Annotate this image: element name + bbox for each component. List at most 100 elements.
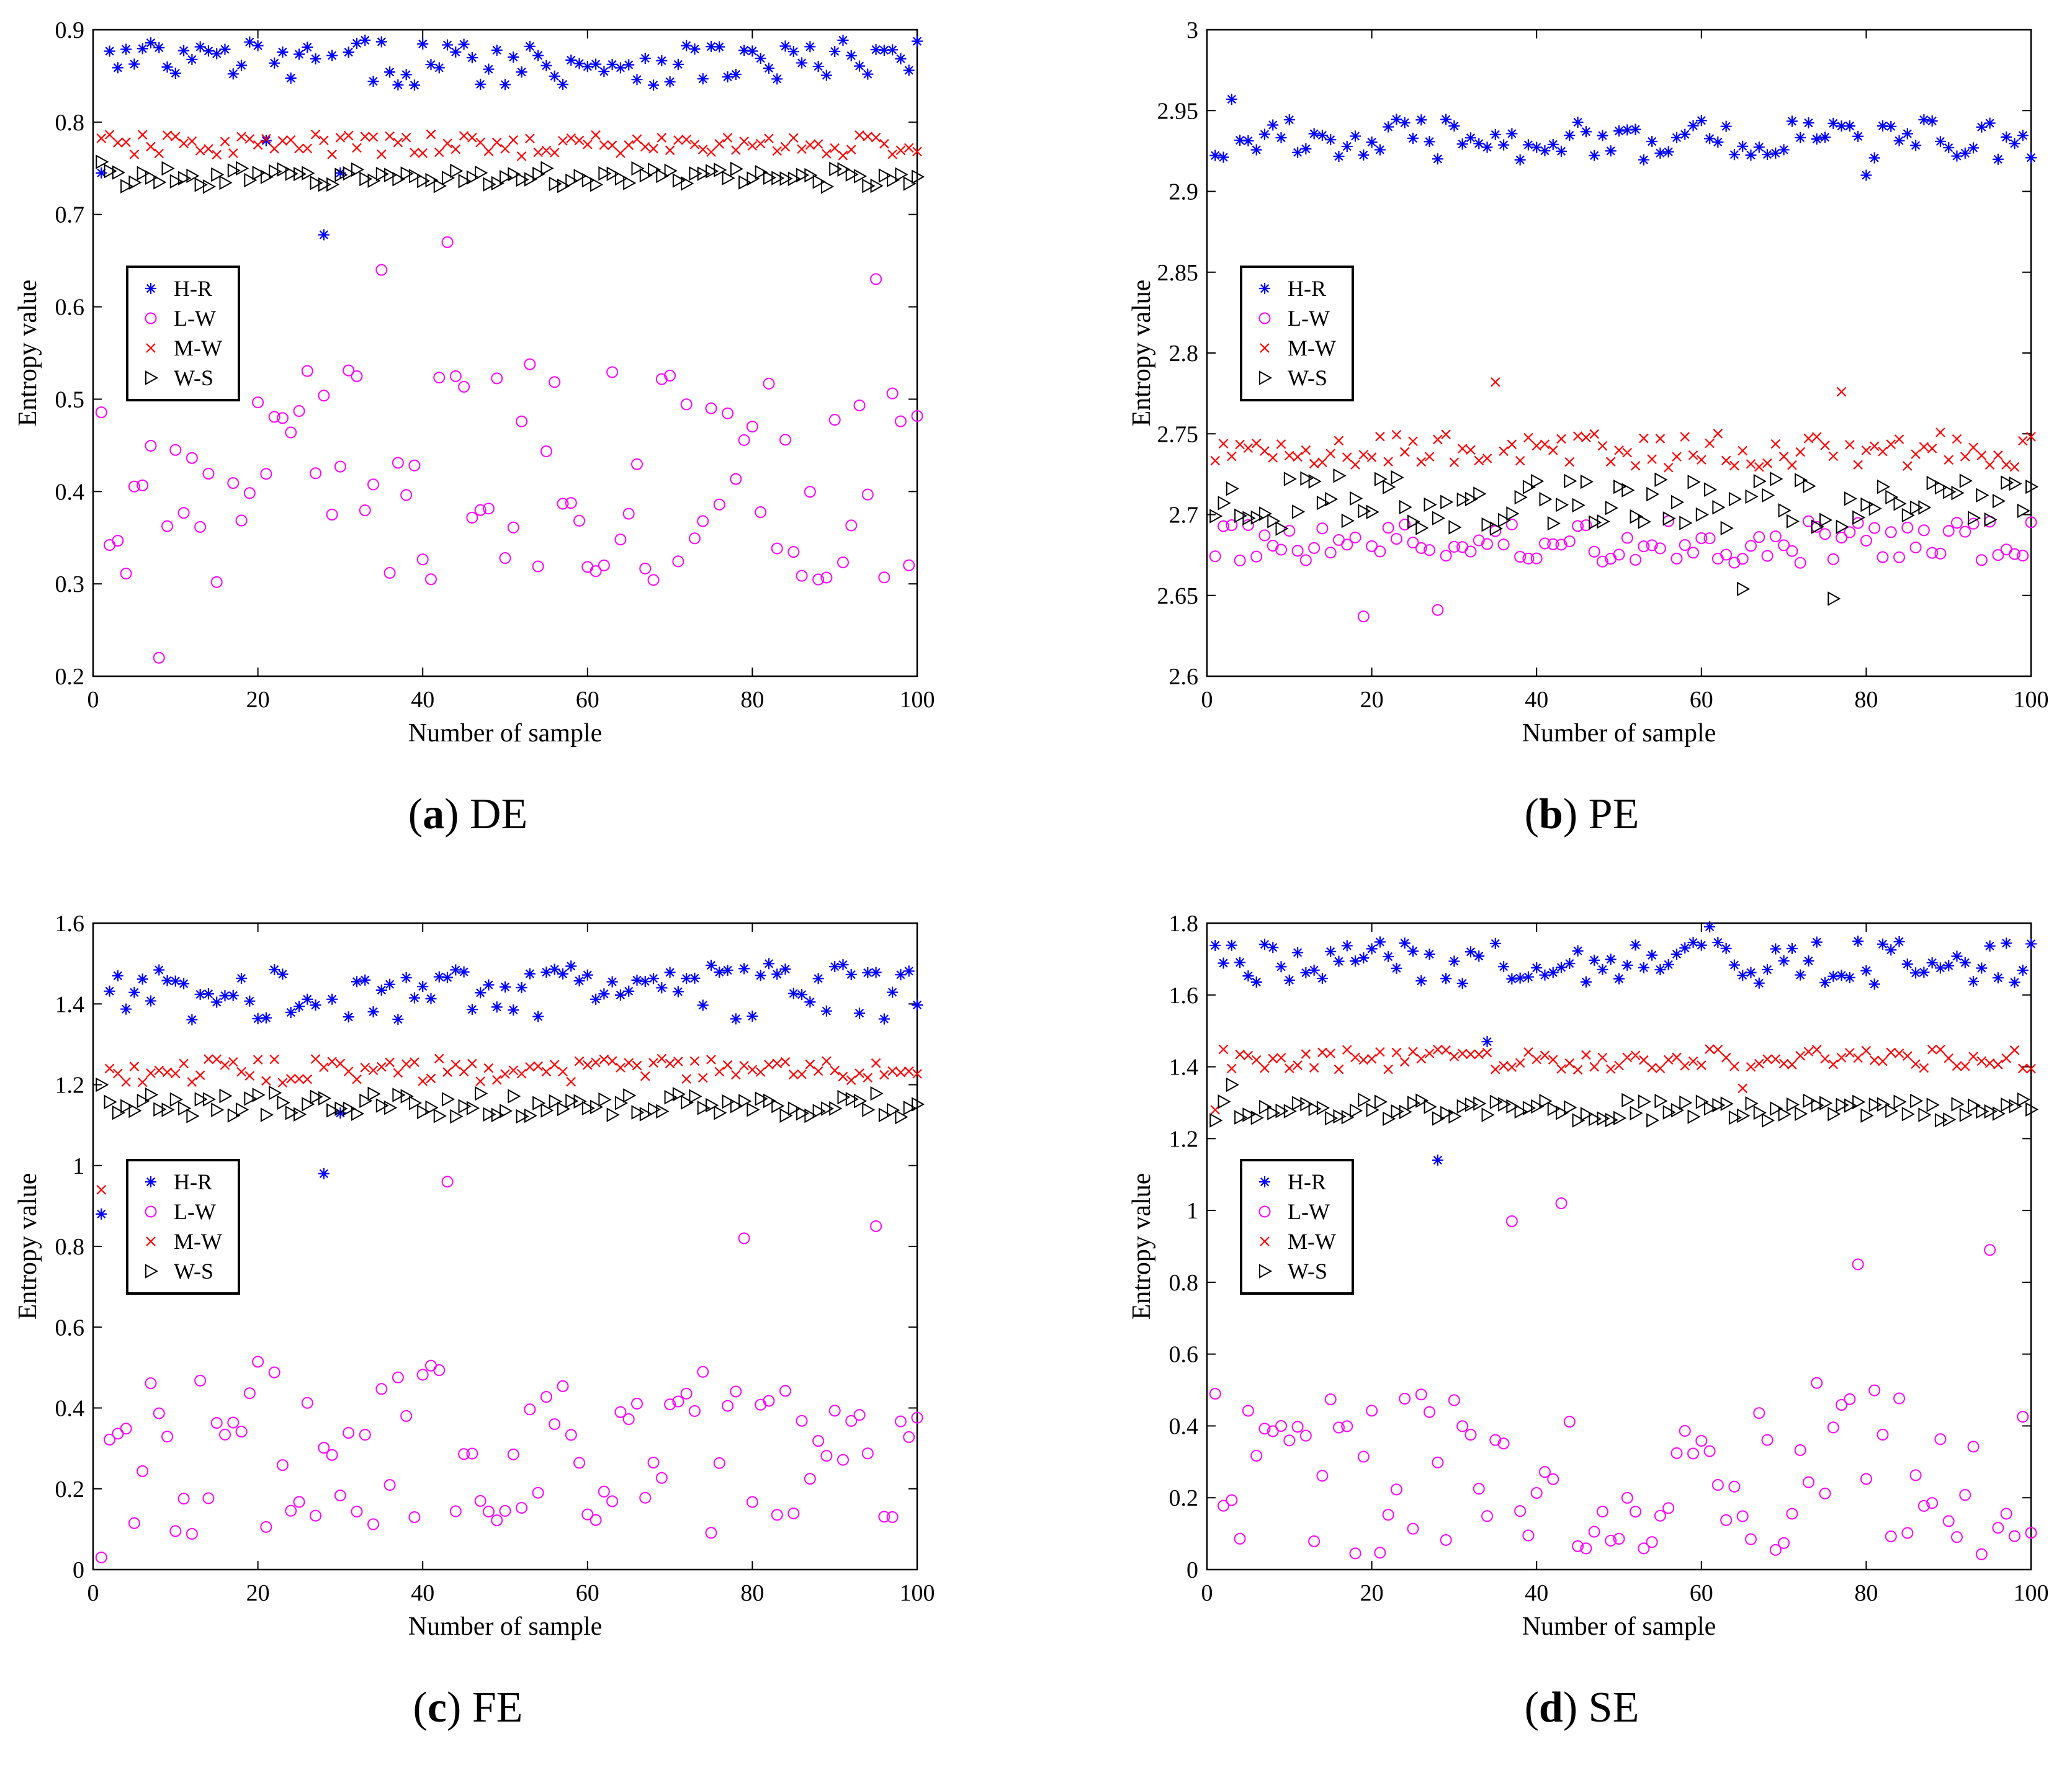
data-point-w-s <box>1325 1110 1339 1126</box>
data-point-m-w <box>1663 1055 1674 1065</box>
data-point-h-r <box>137 973 148 985</box>
data-point-m-w <box>1811 432 1822 442</box>
data-point-h-r <box>1671 949 1682 960</box>
data-point-h-r <box>1556 145 1567 157</box>
data-point-l-w <box>1357 1450 1370 1463</box>
data-point-l-w <box>392 1371 404 1383</box>
data-point-w-s <box>581 172 595 188</box>
data-point-h-r <box>516 66 527 78</box>
data-point-w-s <box>787 1101 801 1116</box>
data-point-m-w <box>1614 445 1624 455</box>
data-point-w-s <box>540 1103 554 1118</box>
data-point-w-s <box>326 1103 340 1118</box>
data-point-m-w <box>146 1068 156 1078</box>
data-point-w-s <box>1992 493 2006 509</box>
data-point-m-w <box>335 133 346 143</box>
data-point-m-w <box>1639 1055 1649 1065</box>
data-point-h-r <box>1580 976 1592 988</box>
data-point-l-w <box>1736 553 1749 565</box>
data-point-l-w <box>1349 1547 1361 1560</box>
data-point-l-w <box>516 1501 528 1514</box>
data-point-h-r <box>573 58 585 69</box>
data-point-w-s <box>532 166 546 182</box>
data-point-l-w <box>499 552 511 565</box>
data-point-l-w <box>227 1416 240 1429</box>
data-point-w-s <box>1605 1112 1618 1127</box>
data-point-w-s <box>1440 1106 1454 1120</box>
data-point-m-w <box>310 1054 321 1064</box>
data-point-m-w <box>755 1067 766 1077</box>
data-point-m-w <box>591 1057 601 1068</box>
data-point-l-w <box>145 1377 157 1390</box>
data-point-w-s <box>1646 1113 1660 1128</box>
data-point-w-s <box>1539 1094 1553 1109</box>
data-point-m-w <box>1944 1053 1953 1063</box>
data-point-m-w <box>1399 447 1410 457</box>
data-point-m-w <box>2009 1045 2020 1055</box>
data-point-h-r <box>1638 154 1649 166</box>
data-point-w-s <box>1350 1103 1363 1119</box>
data-point-h-r <box>1531 141 1543 153</box>
data-point-w-s <box>1308 1101 1322 1117</box>
data-point-m-w <box>1729 460 1739 471</box>
data-point-h-r <box>1341 141 1353 153</box>
data-point-h-r <box>186 1014 198 1025</box>
data-point-h-r <box>590 993 602 1005</box>
data-point-h-r <box>779 963 791 975</box>
data-point-m-w <box>722 1060 733 1070</box>
data-point-l-w <box>911 410 923 422</box>
data-point-w-s <box>1901 1107 1915 1122</box>
data-point-m-w <box>887 149 897 159</box>
data-point-w-s <box>1934 1113 1948 1128</box>
y-axis-label: Entropy value <box>1128 1173 1156 1320</box>
data-point-h-r <box>895 969 907 981</box>
data-point-m-w <box>747 141 758 151</box>
data-point-w-s <box>1786 514 1800 529</box>
data-point-w-s <box>508 1089 521 1104</box>
data-point-l-w <box>1258 529 1271 542</box>
data-point-m-w <box>352 1074 362 1084</box>
data-point-h-r <box>779 40 791 52</box>
data-point-l-w <box>1505 1215 1518 1227</box>
data-point-m-w <box>1597 1052 1608 1063</box>
data-point-m-w <box>1515 1058 1525 1068</box>
data-point-w-s <box>1695 1094 1709 1109</box>
data-point-h-r <box>269 57 280 69</box>
data-point-m-w <box>689 1056 700 1066</box>
panel-caption: (c) FE <box>413 1684 523 1731</box>
data-point-w-s <box>466 1101 480 1115</box>
data-point-h-r <box>837 34 849 46</box>
data-point-l-w <box>1580 519 1592 532</box>
data-point-h-r <box>417 981 429 993</box>
data-point-l-w <box>886 1511 899 1523</box>
data-point-w-s <box>219 175 233 190</box>
data-point-l-w <box>1711 1479 1724 1491</box>
data-point-w-s <box>614 171 628 186</box>
data-point-w-s <box>1984 512 1998 527</box>
y-tick-label: 0.4 <box>55 1396 85 1422</box>
data-point-h-r <box>219 43 231 55</box>
data-point-w-s <box>648 1102 662 1117</box>
data-point-l-w <box>375 264 388 276</box>
data-point-l-w <box>1209 550 1221 563</box>
data-point-w-s <box>1564 1100 1577 1115</box>
data-point-w-s <box>417 1104 431 1119</box>
data-point-h-r <box>837 959 849 971</box>
data-point-h-r <box>1350 955 1361 967</box>
data-point-h-r <box>1943 142 1955 154</box>
caption-letter: d <box>1539 1684 1563 1731</box>
data-point-l-w <box>549 376 561 388</box>
data-point-w-s <box>845 167 859 182</box>
data-point-m-w <box>813 139 823 149</box>
data-point-m-w <box>1911 449 1921 459</box>
data-point-l-w <box>1522 1529 1535 1542</box>
data-point-m-w <box>772 146 783 156</box>
data-point-l-w <box>260 468 272 480</box>
data-point-h-r <box>1968 976 1980 988</box>
data-point-w-s <box>1885 1103 1899 1119</box>
data-point-l-w <box>408 459 421 471</box>
data-point-h-r <box>1456 978 1468 990</box>
data-point-m-w <box>228 1057 238 1067</box>
x-tick-label: 20 <box>1360 1580 1384 1606</box>
data-point-h-r <box>326 993 338 1005</box>
